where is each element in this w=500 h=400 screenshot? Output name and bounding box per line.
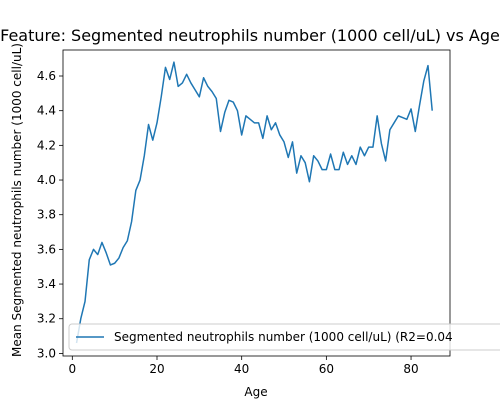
y-axis-label: Mean Segmented neutrophils number (1000 … <box>10 43 24 357</box>
y-tick-label: 3.0 <box>37 346 56 360</box>
y-tick-label: 3.2 <box>37 312 56 326</box>
y-tick-label: 4.2 <box>37 138 56 152</box>
chart-title: Feature: Segmented neutrophils number (1… <box>0 26 500 45</box>
x-axis-label: Age <box>244 385 267 399</box>
y-tick-label: 3.4 <box>37 277 56 291</box>
x-tick-label: 60 <box>319 362 334 376</box>
legend-label: Segmented neutrophils number (1000 cell/… <box>114 330 453 344</box>
legend-box <box>68 323 500 351</box>
y-tick-label: 3.6 <box>37 242 56 256</box>
x-tick-label: 80 <box>403 362 418 376</box>
y-tick-label: 4.0 <box>37 173 56 187</box>
x-tick-label: 20 <box>149 362 164 376</box>
y-tick-label: 3.8 <box>37 208 56 222</box>
plot-frame <box>62 49 451 357</box>
x-tick-label: 0 <box>68 362 76 376</box>
series-line <box>75 61 433 344</box>
x-tick-label: 40 <box>234 362 249 376</box>
y-tick-label: 4.6 <box>37 69 56 83</box>
legend: Segmented neutrophils number (1000 cell/… <box>68 323 500 351</box>
plot-area: 0 20 40 60 80 3.0 3.2 3.4 3.6 3.8 4.0 4.2 4.4 4.6 <box>37 49 451 376</box>
y-tick-label: 4.4 <box>37 104 56 118</box>
